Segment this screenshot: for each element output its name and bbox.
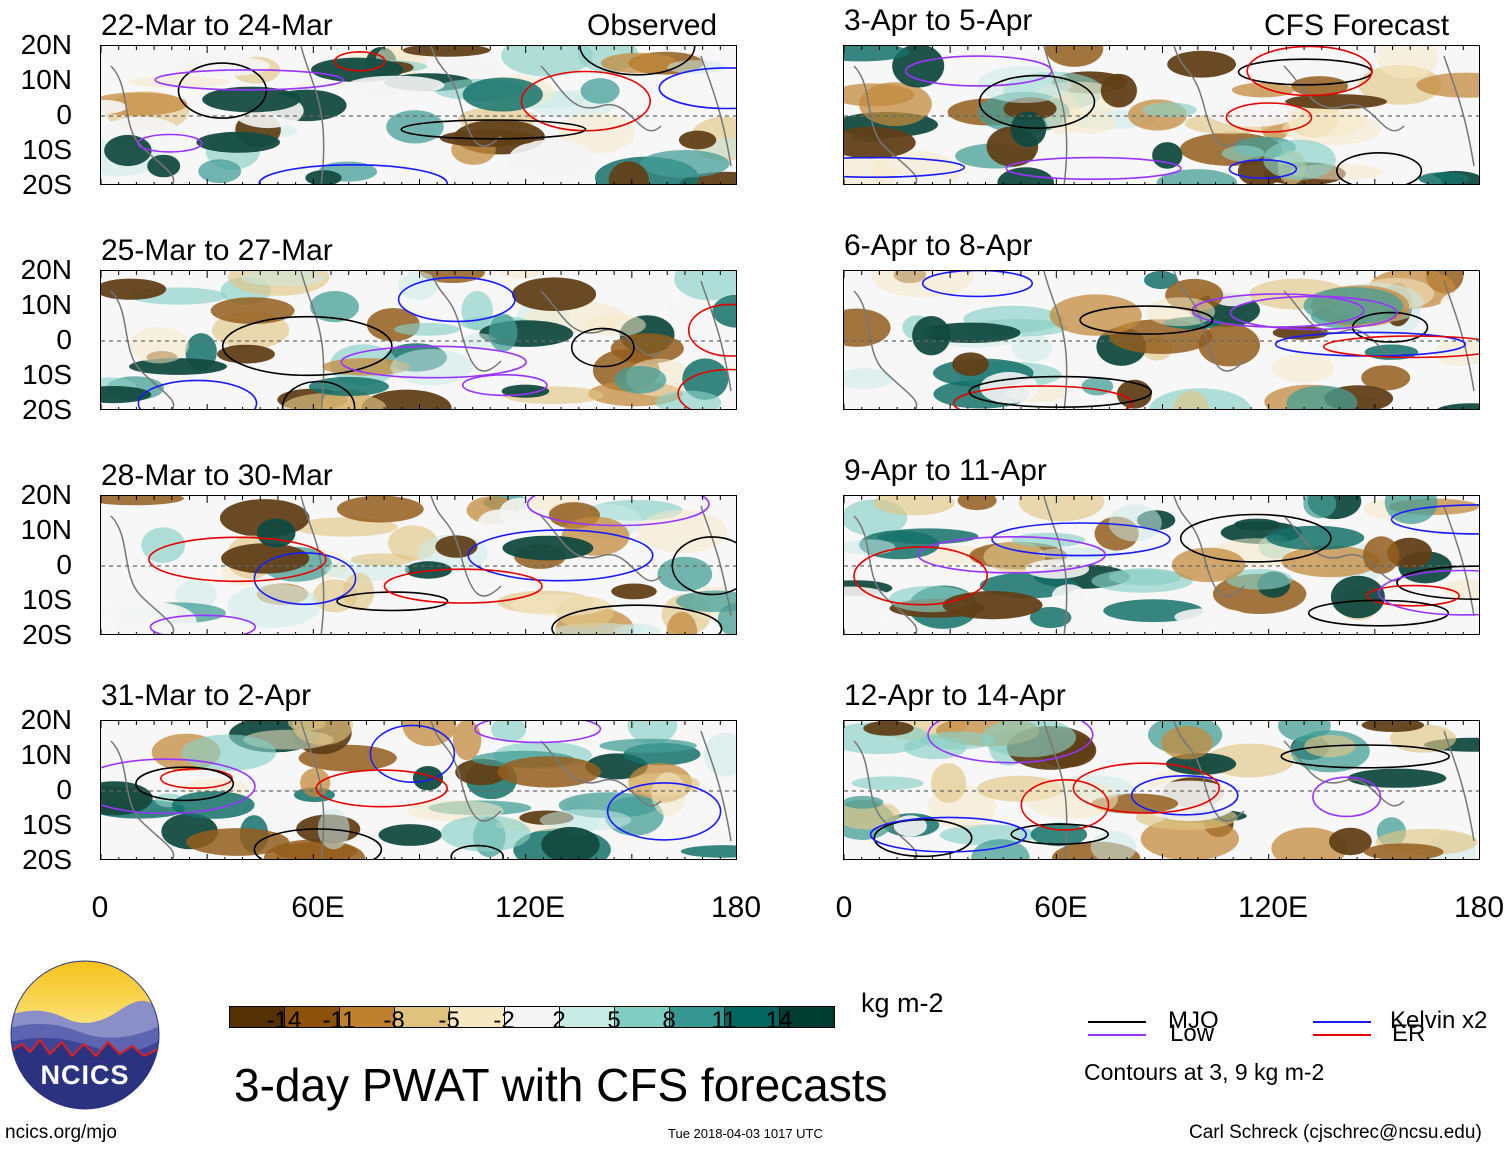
- colorbar-units: kg m-2: [861, 988, 944, 1018]
- panel-title-obs2: 25-Mar to 27-Mar: [101, 234, 333, 267]
- lat-label-obs2-4: 20S: [22, 394, 72, 425]
- colorbar-tick-label: -11: [322, 1007, 356, 1034]
- lat-label-obs3-3: 10S: [22, 584, 72, 615]
- lon-label-0-right: 0: [835, 891, 853, 924]
- colorbar-tick-label: 5: [607, 1007, 621, 1034]
- colorbar-tick-label: 2: [552, 1007, 566, 1034]
- lon-label-0-left: 0: [91, 891, 109, 924]
- colorbar-tick-label: -8: [383, 1007, 405, 1034]
- map-panel-obs2: [100, 270, 737, 410]
- colorbar-tick-label: -2: [493, 1007, 515, 1034]
- footer-url[interactable]: ncics.org/mjo: [5, 1122, 117, 1143]
- colorbar-tick-label: -5: [438, 1007, 460, 1034]
- map-panel-fc2: [843, 270, 1480, 410]
- legend-er-line: [1313, 1034, 1371, 1036]
- lat-label-obs1-4: 20S: [22, 169, 72, 200]
- lat-label-obs3-1: 10N: [20, 514, 72, 545]
- panel-title-obs4: 31-Mar to 2-Apr: [101, 679, 312, 712]
- lat-label-obs4-0: 20N: [20, 704, 72, 735]
- panel-title-obs3: 28-Mar to 30-Mar: [101, 459, 333, 492]
- panel-title-fc4: 12-Apr to 14-Apr: [844, 679, 1066, 712]
- lat-label-obs2-0: 20N: [20, 254, 72, 285]
- lat-label-obs4-2: 0: [56, 774, 72, 805]
- logo-text: NCICS: [40, 1060, 129, 1090]
- lat-label-obs1-2: 0: [56, 99, 72, 130]
- lon-label-60e-left: 60E: [291, 891, 345, 924]
- legend-low-label: Low: [1170, 1020, 1215, 1047]
- lat-label-obs2-2: 0: [56, 324, 72, 355]
- colorbar-tick-label: 14: [765, 1007, 793, 1034]
- lon-label-120e-left: 120E: [494, 891, 566, 924]
- lat-label-obs1-0: 20N: [20, 29, 72, 60]
- legend-er-label: ER: [1392, 1020, 1426, 1047]
- panel-title-fc2: 6-Apr to 8-Apr: [844, 229, 1033, 262]
- legend-kelvin-line: [1313, 1021, 1371, 1023]
- lat-label-obs2-3: 10S: [22, 359, 72, 390]
- footer-credit: Carl Schreck (cjschrec@ncsu.edu): [1189, 1122, 1482, 1143]
- colorbar: [229, 1006, 835, 1028]
- panel-title-fc3: 9-Apr to 11-Apr: [844, 454, 1047, 487]
- map-panel-obs1: [100, 45, 737, 185]
- lon-label-120e-right: 120E: [1237, 891, 1309, 924]
- map-panel-obs4: [100, 720, 737, 860]
- panel-title-obs1: 22-Mar to 24-Mar: [101, 9, 333, 42]
- map-panel-fc3: [843, 495, 1480, 635]
- observed-label: Observed: [587, 9, 718, 42]
- lat-label-obs3-4: 20S: [22, 619, 72, 650]
- lat-label-obs3-0: 20N: [20, 479, 72, 510]
- lon-label-180-right: 180: [1453, 891, 1505, 924]
- lat-label-obs4-1: 10N: [20, 739, 72, 770]
- main-title: 3-day PWAT with CFS forecasts: [234, 1059, 888, 1111]
- lon-label-180-left: 180: [710, 891, 762, 924]
- footer-timestamp: Tue 2018-04-03 1017 UTC: [668, 1126, 823, 1141]
- lon-label-60e-right: 60E: [1034, 891, 1088, 924]
- lat-label-obs1-3: 10S: [22, 134, 72, 165]
- legend-mjo-line: [1088, 1021, 1146, 1023]
- legend-kelvin-label: Kelvin x2: [1390, 1007, 1488, 1034]
- map-panel-fc4: [843, 720, 1480, 860]
- lat-label-obs4-4: 20S: [22, 844, 72, 875]
- lat-label-obs4-3: 10S: [22, 809, 72, 840]
- lat-label-obs3-2: 0: [56, 549, 72, 580]
- legend-note: Contours at 3, 9 kg m-2: [1084, 1059, 1325, 1085]
- colorbar-tick-label: 8: [662, 1007, 676, 1034]
- lat-label-obs2-1: 10N: [20, 289, 72, 320]
- cfs-forecast-label: CFS Forecast: [1264, 9, 1450, 42]
- colorbar-tick-label: -14: [266, 1007, 302, 1034]
- colorbar-tick-label: 11: [711, 1007, 737, 1034]
- map-panel-obs3: [100, 495, 737, 635]
- lat-label-obs1-1: 10N: [20, 64, 72, 95]
- ncics-logo: NCICS: [10, 960, 160, 1110]
- legend-low-line: [1088, 1034, 1146, 1036]
- map-panel-fc1: [843, 45, 1480, 185]
- colorbar-swatch: [779, 1006, 835, 1028]
- panel-title-fc1: 3-Apr to 5-Apr: [844, 4, 1033, 37]
- legend-mjo-label: MJO: [1168, 1007, 1219, 1034]
